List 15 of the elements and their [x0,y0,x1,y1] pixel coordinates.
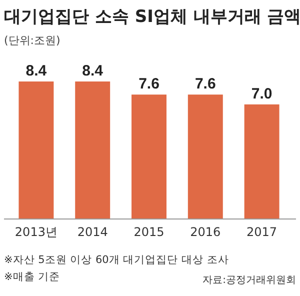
data-label: 7.0 [251,85,272,102]
x-tick-label: 2015 [134,225,164,239]
x-tick-label: 2013년 [14,225,58,239]
data-label: 7.6 [194,76,216,93]
chart-title: 대기업집단 소속 SI업체 내부거래 금액 [4,7,300,27]
x-tick-label: 2014 [77,225,108,239]
text: ※자산 5조원 이상 60개 대기업집단 대상 조사 [4,254,229,266]
data-label: 7.6 [138,76,160,93]
chart-subtitle: (단위:조원) [4,34,60,47]
x-tick-label: 2016 [190,225,221,239]
x-tick-label: 2017 [246,225,278,239]
text: 자료:공정거래위원회 [202,275,296,286]
text: ※매출 기준 [4,271,60,283]
data-label: 8.4 [26,62,48,80]
data-label: 8.4 [82,62,104,80]
